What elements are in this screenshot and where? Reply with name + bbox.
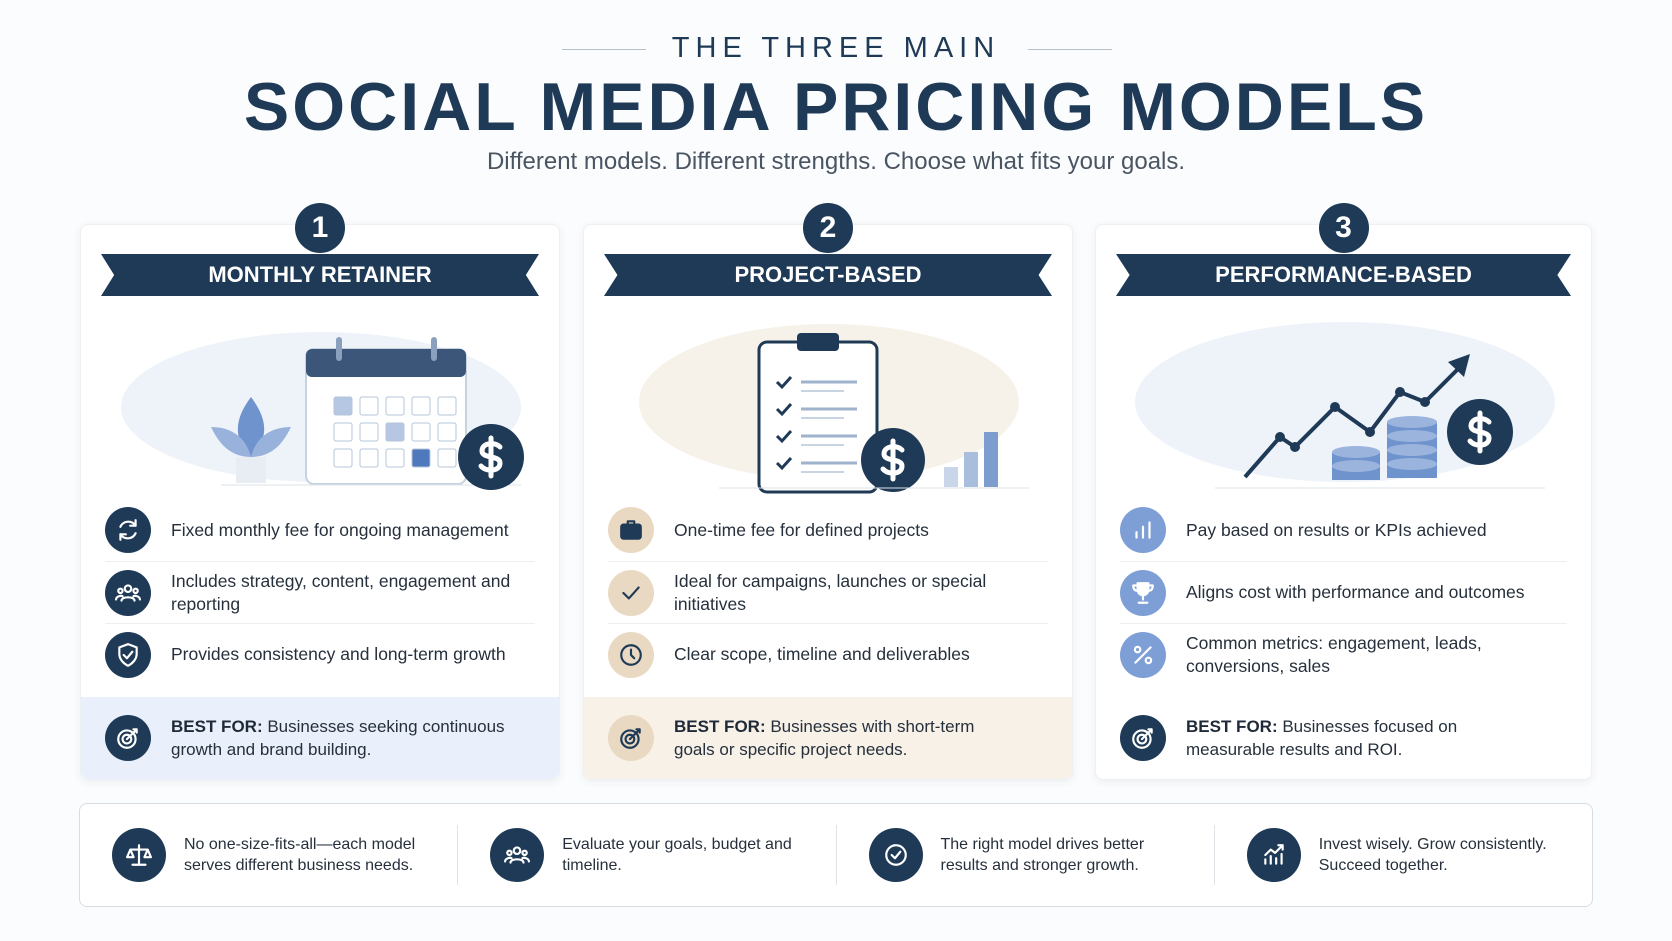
feature-list: Fixed monthly fee for ongoing management… bbox=[105, 499, 535, 685]
feature-icon bbox=[608, 507, 654, 553]
best-for-description: Businesses with short-term goals or spec… bbox=[674, 717, 975, 759]
feature-row: Common metrics: engagement, leads, conve… bbox=[1120, 623, 1567, 685]
icon bbox=[884, 844, 907, 866]
footer-item: Invest wisely. Grow consistently. Succee… bbox=[1213, 825, 1592, 885]
icon bbox=[119, 519, 137, 541]
best-for-text: BEST FOR: Businesses seeking continuous … bbox=[171, 715, 511, 761]
icon bbox=[504, 846, 531, 864]
illustration bbox=[1125, 307, 1565, 497]
footer-text: Evaluate your goals, budget and timeline… bbox=[562, 836, 792, 874]
feature-icon bbox=[1120, 569, 1166, 616]
footer-item: The right model drives better results an… bbox=[835, 825, 1214, 885]
icon bbox=[620, 520, 642, 540]
feature-row: Fixed monthly fee for ongoing management bbox=[105, 499, 535, 561]
feature-text: Aligns cost with performance and outcome… bbox=[1186, 582, 1525, 602]
best-for-icon bbox=[105, 715, 151, 761]
feature-text: Fixed monthly fee for ongoing management bbox=[171, 519, 509, 540]
feature-icon bbox=[608, 631, 654, 678]
footer-item: Evaluate your goals, budget and timeline… bbox=[457, 825, 835, 885]
subtitle: Different models. Different strengths. C… bbox=[486, 148, 1186, 175]
feature-list: One-time fee for defined projects Ideal f… bbox=[608, 499, 1048, 685]
feature-text: Includes strategy, content, engagement a… bbox=[171, 570, 511, 614]
feature-icon bbox=[1120, 507, 1166, 553]
footer: No one-size-fits-all—each model serves d… bbox=[79, 803, 1593, 907]
best-for: BEST FOR: Businesses seeking continuous … bbox=[81, 697, 559, 779]
card-number: 3 bbox=[1318, 203, 1369, 253]
illustration bbox=[609, 307, 1049, 497]
divider bbox=[1028, 49, 1112, 50]
footer-icon bbox=[490, 828, 545, 882]
divider bbox=[562, 49, 646, 50]
card-number: 2 bbox=[803, 203, 853, 253]
footer-text: No one-size-fits-all—each model serves d… bbox=[184, 836, 416, 874]
pricing-card: 1 MONTHLY RETAINER Fixed monthly fee for o… bbox=[80, 203, 560, 780]
feature-text: Pay based on results or KPIs achieved bbox=[1186, 519, 1487, 540]
feature-icon bbox=[1120, 631, 1166, 678]
illustration-graphic bbox=[639, 324, 1029, 494]
best-for-description: Businesses seeking continuous growth and… bbox=[171, 717, 505, 759]
illustration-graphic bbox=[1134, 322, 1555, 489]
icon bbox=[118, 642, 138, 667]
feature-row: Provides consistency and long-term growt… bbox=[105, 623, 535, 685]
feature-row: Aligns cost with performance and outcome… bbox=[1120, 561, 1567, 623]
card-title: PROJECT-BASED bbox=[604, 254, 1052, 296]
feature-icon bbox=[105, 569, 151, 616]
footer-icon bbox=[868, 828, 923, 882]
icon bbox=[1133, 645, 1153, 664]
illustration bbox=[101, 307, 541, 497]
icon bbox=[620, 728, 641, 749]
feature-list: Pay based on results or KPIs achieved Ali… bbox=[1120, 499, 1567, 685]
feature-row: Pay based on results or KPIs achieved bbox=[1120, 499, 1567, 561]
card-number: 1 bbox=[295, 203, 345, 253]
best-for: BEST FOR: Businesses focused on measurab… bbox=[1096, 697, 1591, 779]
feature-text: One-time fee for defined projects bbox=[674, 519, 929, 540]
icon bbox=[622, 586, 640, 599]
feature-text: Ideal for campaigns, launches or special… bbox=[674, 570, 987, 614]
card-title: PERFORMANCE-BASED bbox=[1116, 254, 1571, 296]
footer-text: The right model drives better results an… bbox=[940, 836, 1145, 874]
pricing-card: 2 PROJECT-BASED One-time fee for defined p… bbox=[583, 203, 1073, 780]
icon bbox=[1132, 581, 1154, 604]
best-for-label: BEST FOR: bbox=[1186, 717, 1278, 736]
icon bbox=[1132, 728, 1153, 749]
best-for-label: BEST FOR: bbox=[171, 717, 263, 736]
icon bbox=[1135, 521, 1151, 539]
footer-item: No one-size-fits-all—each model serves d… bbox=[80, 825, 457, 885]
best-for-text: BEST FOR: Businesses with short-term goa… bbox=[674, 715, 1014, 761]
best-for-description: Businesses focused on measurable results… bbox=[1186, 717, 1458, 759]
feature-icon bbox=[608, 569, 654, 616]
best-for: BEST FOR: Businesses with short-term goa… bbox=[584, 697, 1072, 779]
feature-icon bbox=[105, 631, 151, 678]
icon bbox=[115, 583, 141, 602]
feature-icon bbox=[105, 507, 151, 553]
title: SOCIAL MEDIA PRICING MODELS bbox=[243, 69, 1429, 145]
feature-text: Common metrics: engagement, leads, conve… bbox=[1186, 632, 1482, 676]
icon bbox=[117, 728, 138, 749]
feature-row: Includes strategy, content, engagement a… bbox=[105, 561, 535, 623]
kicker: THE THREE MAIN bbox=[671, 32, 1001, 64]
icon bbox=[1264, 844, 1284, 865]
illustration-graphic bbox=[121, 332, 524, 490]
icon bbox=[126, 844, 152, 866]
best-for-label: BEST FOR: bbox=[674, 717, 766, 736]
feature-row: Ideal for campaigns, launches or special… bbox=[608, 561, 1048, 623]
best-for-text: BEST FOR: Businesses focused on measurab… bbox=[1186, 715, 1526, 761]
footer-icon bbox=[112, 828, 166, 882]
feature-text: Clear scope, timeline and deliverables bbox=[674, 644, 970, 664]
footer-text: Invest wisely. Grow consistently. Succee… bbox=[1318, 836, 1547, 874]
feature-text: Provides consistency and long-term growt… bbox=[171, 644, 506, 664]
feature-row: Clear scope, timeline and deliverables bbox=[608, 623, 1048, 685]
card-title: MONTHLY RETAINER bbox=[101, 254, 539, 296]
pricing-card: 3 PERFORMANCE-BASED Pay based on results o… bbox=[1095, 203, 1592, 780]
feature-row: One-time fee for defined projects bbox=[608, 499, 1048, 561]
best-for-icon bbox=[608, 715, 654, 761]
icon bbox=[620, 643, 642, 666]
footer-icon bbox=[1246, 828, 1301, 882]
best-for-icon bbox=[1120, 715, 1166, 761]
